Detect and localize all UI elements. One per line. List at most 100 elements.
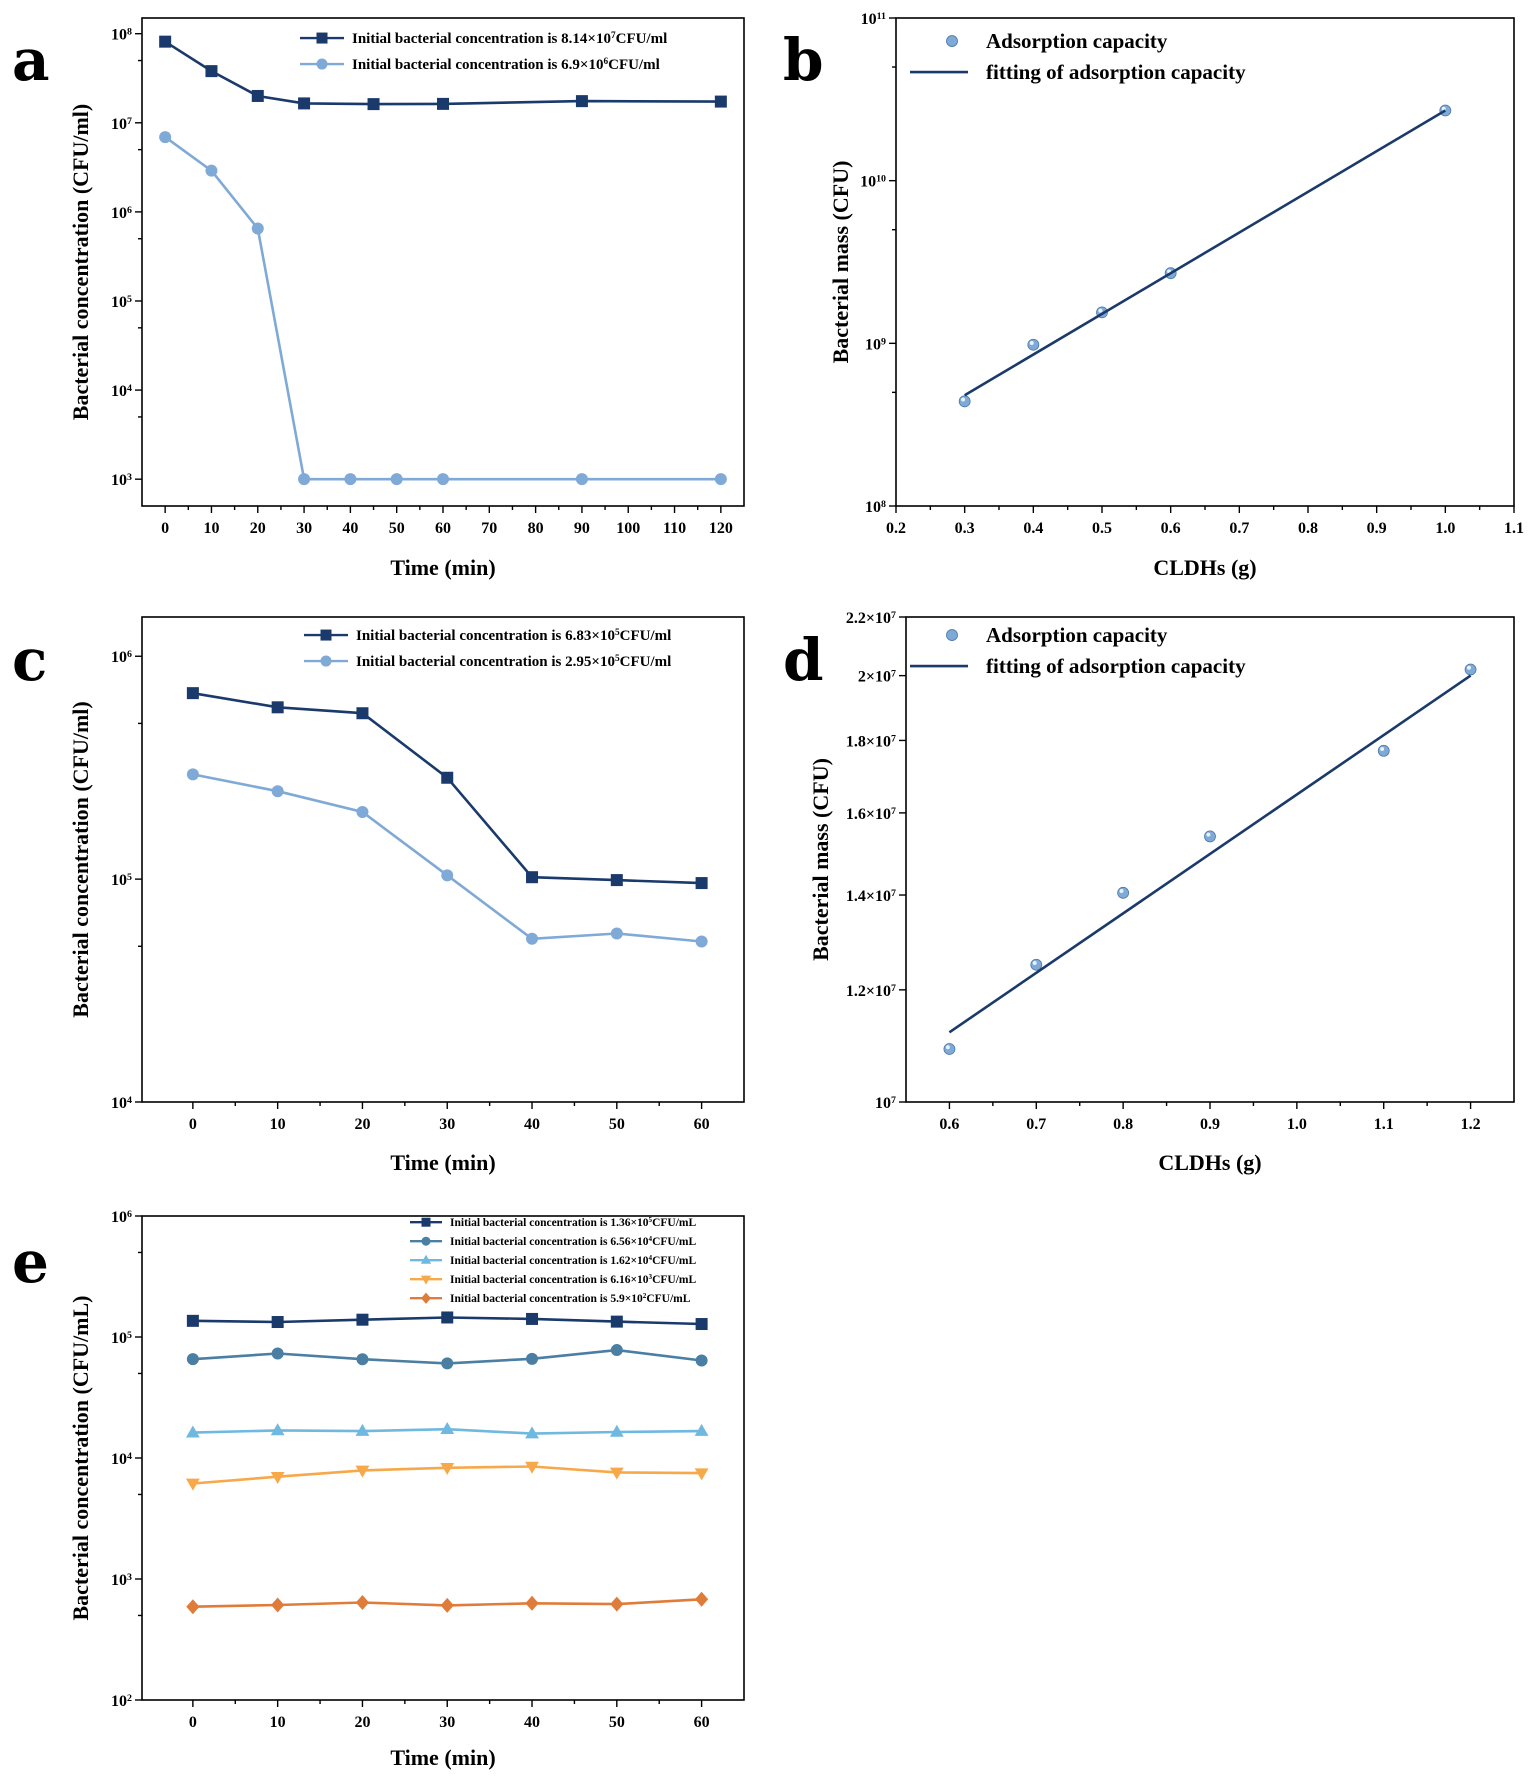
- x-tick-label: 60: [694, 1116, 710, 1133]
- legend-label: Initial bacterial concentration is 6.56×…: [450, 1235, 697, 1248]
- y-tick-label: 105: [111, 293, 132, 311]
- panel-letter: d: [783, 626, 824, 694]
- legend: Adsorption capacity fitting of adsorption…: [910, 29, 1246, 84]
- y-tick-label: 103: [111, 472, 132, 490]
- y-tick-label: 108: [111, 26, 132, 44]
- data-point: [441, 771, 454, 784]
- panel-letter: c: [12, 626, 47, 694]
- legend-label: Initial bacterial concentration is 2.95×…: [356, 654, 671, 670]
- x-tick-label: 0.8: [1298, 520, 1318, 537]
- plot-frame: [905, 616, 1515, 1103]
- data-point: [251, 89, 264, 102]
- legend-marker: [421, 1217, 431, 1227]
- data-point: [943, 1043, 956, 1055]
- y-tick-label: 108: [865, 499, 886, 517]
- data-point: [441, 869, 454, 882]
- data-point: [271, 1347, 284, 1360]
- y-tick-label: 106: [111, 1209, 132, 1227]
- data-point: [298, 97, 311, 110]
- x-axis-title: CLDHs (g): [1158, 1150, 1261, 1175]
- data-point: [609, 1424, 624, 1437]
- x-tick-label: 50: [389, 520, 405, 537]
- legend-label: Adsorption capacity: [986, 29, 1168, 53]
- data-point: [694, 1423, 709, 1436]
- data-point-highlight: [961, 397, 966, 402]
- x-tick-label: 40: [342, 520, 358, 537]
- x-tick-label: 40: [524, 1116, 540, 1133]
- y-axis-title: Bacterial concentration (CFU/ml): [68, 104, 93, 420]
- data-point: [437, 97, 449, 110]
- legend: Initial bacterial concentration is 1.36×…: [410, 1216, 697, 1305]
- x-tick-label: 0.8: [1113, 1116, 1133, 1133]
- legend-label: fitting of adsorption capacity: [986, 654, 1246, 678]
- data-point: [367, 98, 380, 111]
- y-axis-title: Bacterial mass (CFU): [808, 758, 833, 961]
- legend-label: Initial bacterial concentration is 6.16×…: [450, 1273, 697, 1286]
- data-point-highlight: [1098, 308, 1103, 313]
- legend: Initial bacterial concentration is 8.14×…: [300, 31, 667, 73]
- x-axis-title: Time (min): [390, 1150, 495, 1175]
- y-tick-label: 1011: [861, 11, 886, 29]
- y-tick-label: 109: [865, 336, 886, 354]
- plot-frame: [141, 1215, 745, 1701]
- x-axis-title: Time (min): [390, 1745, 495, 1770]
- x-axis-title: CLDHs (g): [1153, 555, 1256, 580]
- data-point: [441, 1357, 454, 1370]
- data-point-highlight: [1029, 340, 1034, 345]
- chart-panel-d: d 0.6 0.7 0.8 0.9 1.0 1.1 1.2 107 1.2×107 1.4×107 1…: [783, 610, 1515, 1175]
- data-point: [355, 1594, 370, 1610]
- legend-label: Initial bacterial concentration is 1.36×…: [450, 1216, 697, 1229]
- y-tick-label: 107: [875, 1095, 896, 1113]
- legend-marker: [421, 1292, 431, 1304]
- series-line: [948, 674, 1472, 1034]
- data-point-highlight: [1380, 746, 1385, 751]
- legend-label: Initial bacterial concentration is 5.9×1…: [450, 1292, 691, 1305]
- y-tick-label: 105: [111, 872, 132, 890]
- chart-panel-b: b 0.2 0.3 0.4 0.5 0.6 0.7 0.8 0.9 1.0 1.1 108 109 101…: [783, 11, 1524, 581]
- x-tick-label: 1.1: [1374, 1116, 1394, 1133]
- data-point: [526, 1312, 539, 1325]
- data-point: [356, 806, 369, 819]
- data-point: [390, 473, 403, 486]
- series-line: [964, 109, 1446, 397]
- legend-marker: [420, 1254, 432, 1264]
- data-point: [271, 701, 284, 714]
- series-1: [943, 663, 1477, 1055]
- x-tick-label: 1.1: [1504, 520, 1524, 537]
- data-point: [575, 95, 588, 108]
- x-tick-label: 100: [616, 520, 640, 537]
- data-point: [714, 473, 727, 486]
- data-point: [270, 1471, 285, 1484]
- data-point: [1439, 104, 1452, 117]
- data-point-highlight: [945, 1045, 950, 1050]
- data-point: [525, 1461, 539, 1474]
- series-5: [186, 1591, 709, 1615]
- x-tick-label: 0: [161, 520, 169, 537]
- data-point: [271, 1316, 284, 1329]
- data-point: [1204, 830, 1216, 843]
- x-tick-label: 40: [524, 1714, 540, 1731]
- x-tick-label: 110: [663, 520, 686, 537]
- chart-panel-a: a 0 10 20 30 40 50 60 70 80 90 100 110 120 103 104 105 10…: [12, 17, 745, 580]
- y-tick-label: 106: [111, 649, 132, 667]
- data-point: [205, 164, 218, 177]
- series-1: [159, 35, 727, 111]
- data-point: [1377, 744, 1390, 757]
- series-1: [186, 687, 708, 890]
- data-point: [440, 1421, 455, 1434]
- data-point: [186, 1599, 200, 1615]
- data-point: [186, 687, 199, 700]
- data-point: [1027, 338, 1040, 351]
- y-tick-label: 104: [111, 1451, 132, 1469]
- data-point: [185, 1478, 200, 1491]
- x-tick-label: 50: [609, 1116, 625, 1133]
- data-point: [526, 932, 539, 945]
- x-tick-label: 20: [250, 520, 266, 537]
- x-tick-label: 1.0: [1435, 520, 1455, 537]
- series-2: [948, 674, 1472, 1034]
- y-tick-label: 105: [111, 1330, 132, 1348]
- x-tick-label: 10: [203, 520, 219, 537]
- legend-label: Initial bacterial concentration is 6.83×…: [356, 628, 671, 644]
- plot-frame: [141, 616, 745, 1103]
- data-point: [205, 65, 218, 78]
